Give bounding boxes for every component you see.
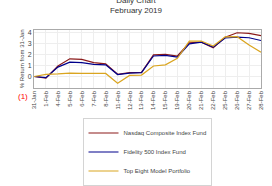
svg-text:27-Feb: 27-Feb [246, 90, 252, 110]
svg-text:Fidelity 500 Index Fund: Fidelity 500 Index Fund [124, 149, 186, 155]
svg-text:1: 1 [28, 62, 32, 69]
svg-text:12-Feb: 12-Feb [127, 90, 133, 110]
svg-text:7-Feb: 7-Feb [91, 90, 97, 106]
svg-text:6-Feb: 6-Feb [79, 90, 85, 106]
svg-text:21-Feb: 21-Feb [198, 90, 204, 110]
svg-text:13-Feb: 13-Feb [138, 90, 144, 110]
svg-text:Top Eight Model Portfolio: Top Eight Model Portfolio [124, 168, 191, 174]
svg-text:1-Feb: 1-Feb [43, 90, 49, 106]
svg-text:2: 2 [28, 51, 32, 58]
svg-text:28-Feb: 28-Feb [258, 90, 264, 110]
svg-text:31-Jan: 31-Jan [31, 91, 37, 109]
svg-text:26-Feb: 26-Feb [234, 90, 240, 110]
svg-text:5-Feb: 5-Feb [67, 90, 73, 106]
svg-text:22-Feb: 22-Feb [210, 90, 216, 110]
svg-text:4-Feb: 4-Feb [55, 90, 61, 106]
svg-text:8-Feb: 8-Feb [103, 90, 109, 106]
svg-text:0: 0 [28, 73, 32, 80]
svg-text:25-Feb: 25-Feb [222, 90, 228, 110]
svg-text:15-Feb: 15-Feb [162, 90, 168, 110]
svg-text:Daily ChartFebruary 2019: Daily ChartFebruary 2019 [110, 0, 163, 15]
svg-text:14-Feb: 14-Feb [150, 90, 156, 110]
svg-text:% Return from 31-Jan: % Return from 31-Jan [19, 29, 25, 88]
svg-text:11-Feb: 11-Feb [115, 90, 121, 109]
svg-text:3: 3 [28, 40, 32, 47]
svg-text:Nasdaq Composite Index Fund: Nasdaq Composite Index Fund [124, 130, 207, 136]
svg-text:19-Feb: 19-Feb [174, 90, 180, 110]
svg-text:20-Feb: 20-Feb [186, 90, 192, 110]
svg-text:4: 4 [28, 29, 32, 36]
svg-text:(1): (1) [18, 92, 28, 101]
